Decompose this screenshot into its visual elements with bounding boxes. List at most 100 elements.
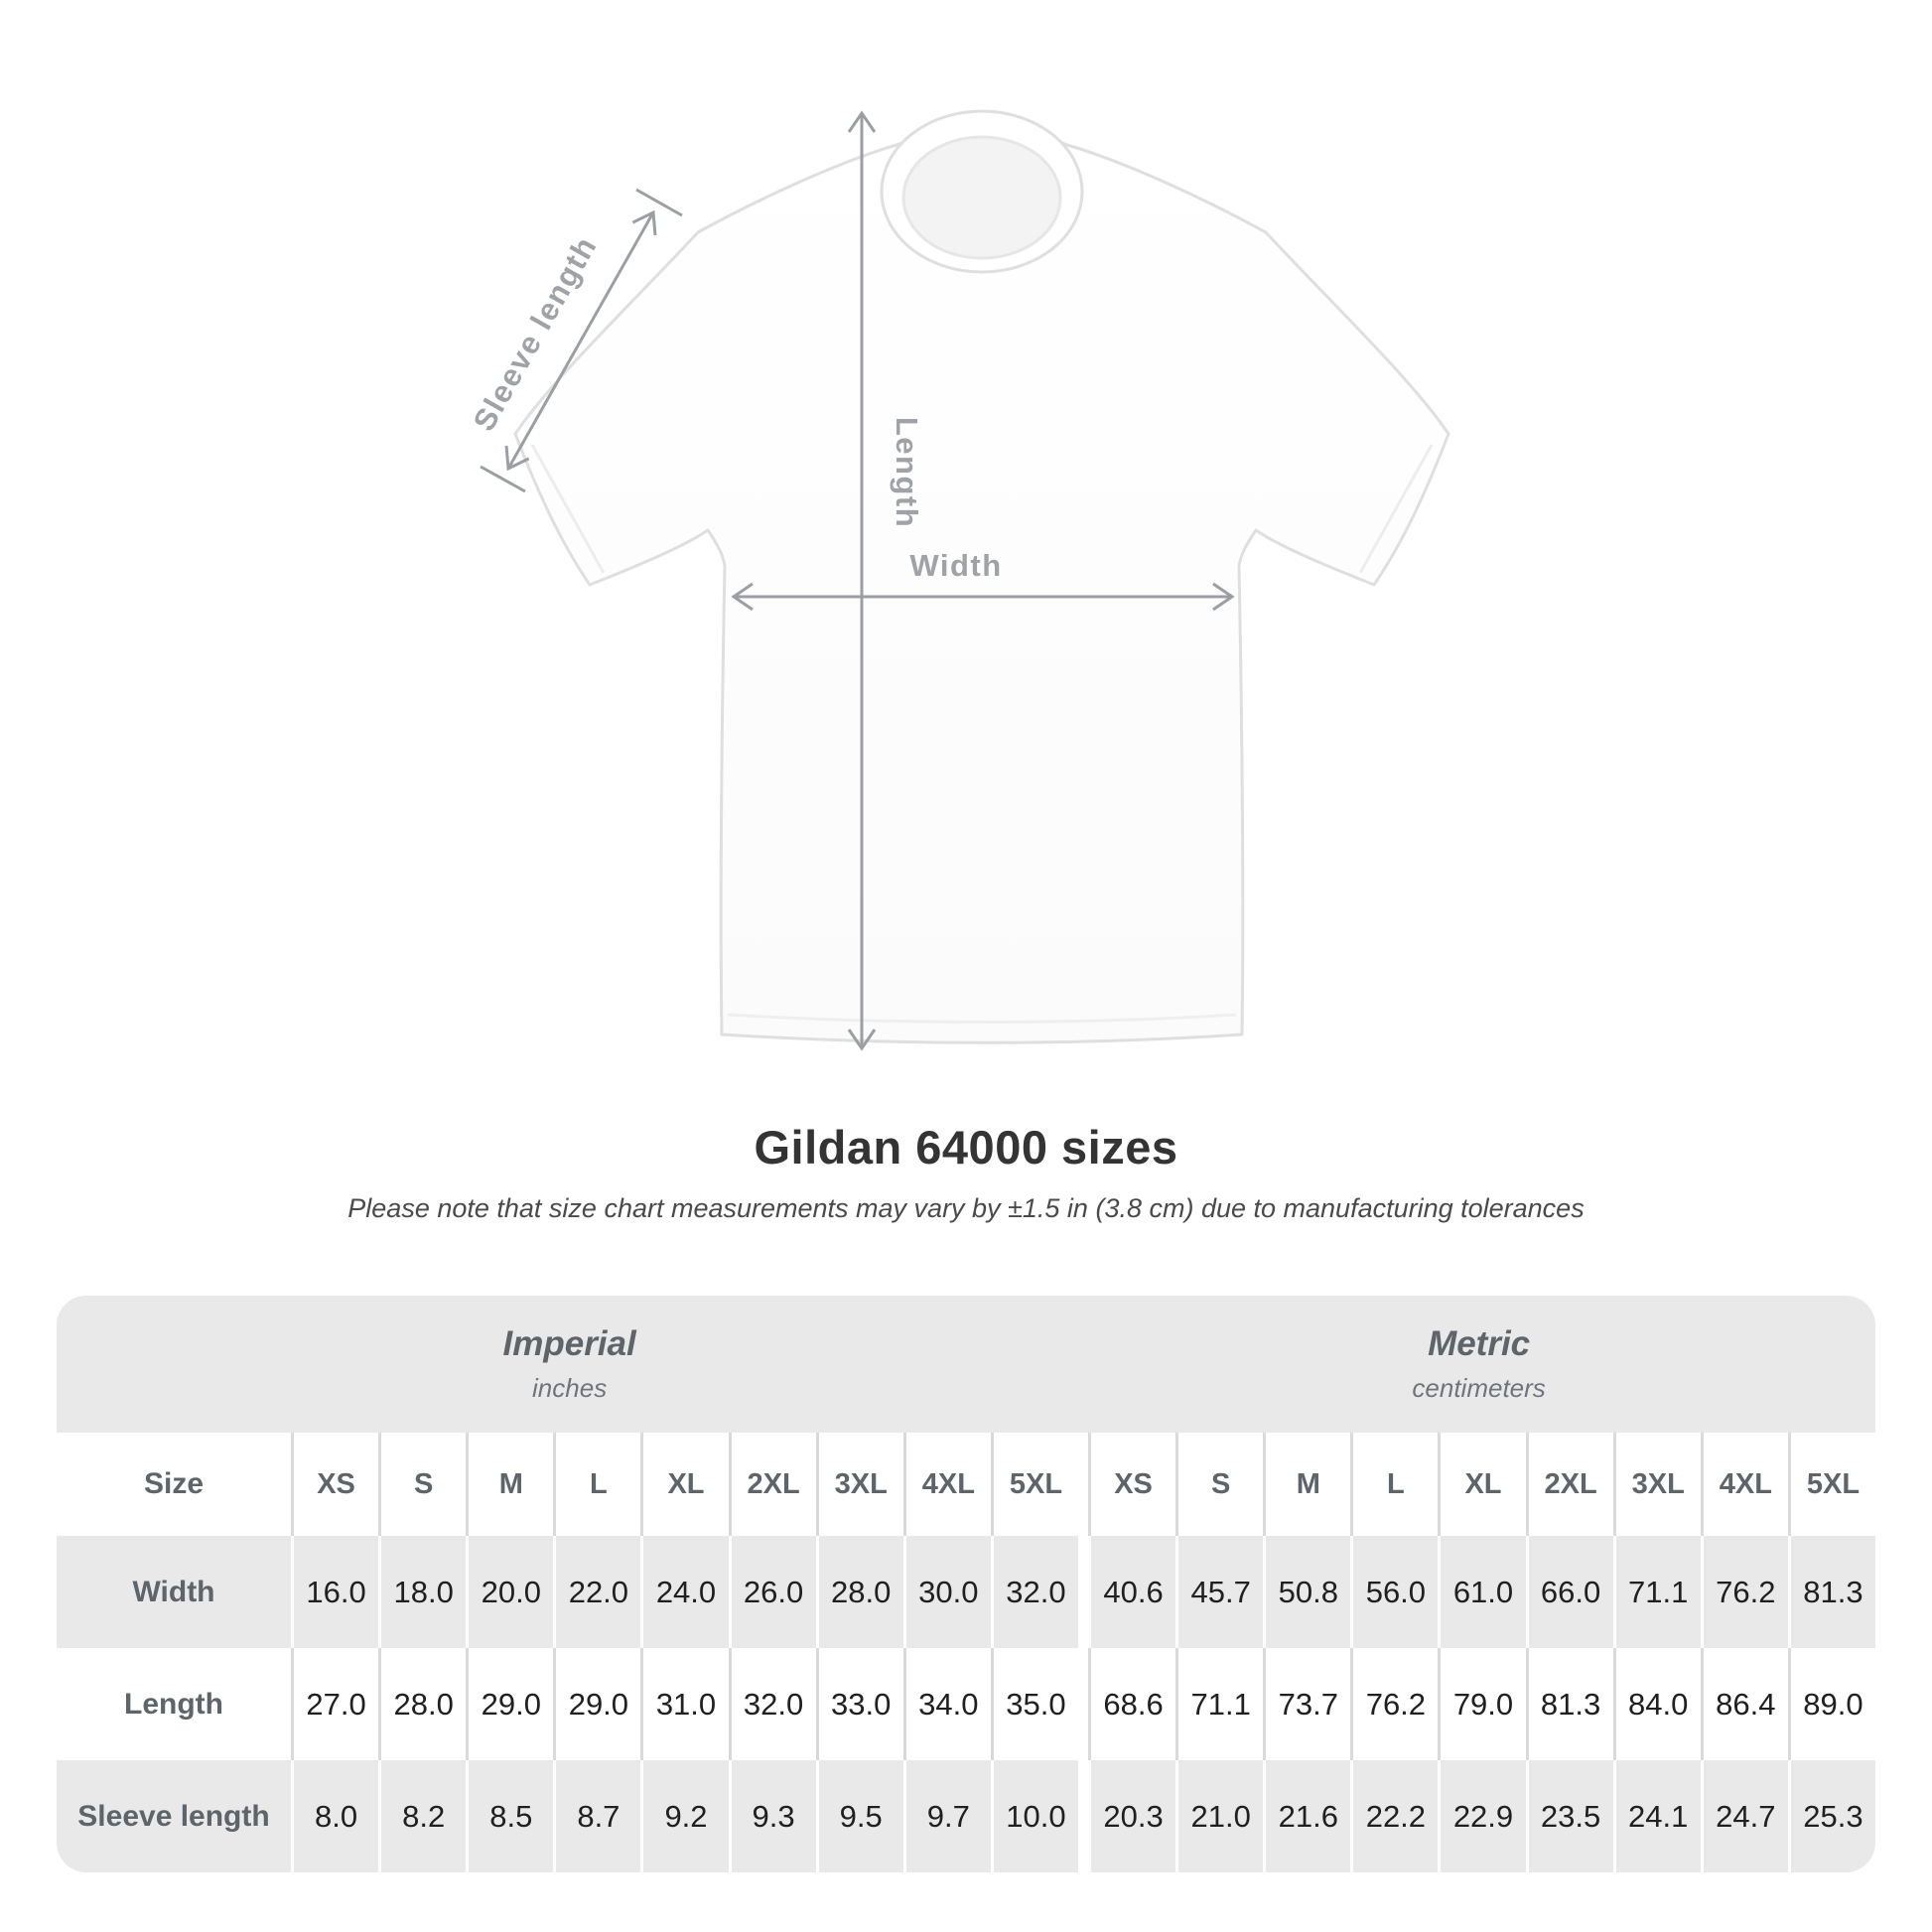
row-label: Width bbox=[57, 1536, 291, 1648]
value-cell: 24.0 bbox=[640, 1536, 729, 1648]
metric-group-header: Metric centimeters bbox=[1082, 1296, 1875, 1433]
size-header-cell: 3XL bbox=[815, 1433, 903, 1536]
length-row: Length 27.0 28.0 29.0 29.0 31.0 32.0 33.0 34.0 35… bbox=[57, 1648, 1875, 1760]
value-cell: 66.0 bbox=[1525, 1536, 1613, 1648]
left-cuff-seam bbox=[530, 444, 606, 574]
value-cell: 25.3 bbox=[1787, 1760, 1875, 1872]
sleeve-extension-tick-bottom bbox=[480, 465, 526, 493]
size-header-cell: XS bbox=[1088, 1433, 1175, 1536]
value-cell: 35.0 bbox=[990, 1648, 1078, 1760]
tshirt-illustration bbox=[513, 109, 1450, 1044]
tshirt-body bbox=[513, 127, 1450, 1044]
value-cell: 89.0 bbox=[1787, 1648, 1875, 1760]
value-cell: 22.9 bbox=[1438, 1760, 1526, 1872]
value-cell: 61.0 bbox=[1438, 1536, 1526, 1648]
size-header-cell: 3XL bbox=[1612, 1433, 1701, 1536]
row-label: Sleeve length bbox=[57, 1760, 291, 1872]
value-cell: 32.0 bbox=[728, 1648, 816, 1760]
size-header-cell: L bbox=[553, 1433, 640, 1536]
sleeve-arrow-line bbox=[506, 211, 655, 470]
value-cell: 21.0 bbox=[1175, 1760, 1264, 1872]
right-cuff-seam bbox=[1358, 444, 1434, 574]
value-cell: 10.0 bbox=[990, 1760, 1078, 1872]
value-cell: 26.0 bbox=[728, 1536, 816, 1648]
size-header-cell: M bbox=[466, 1433, 553, 1536]
value-cell: 27.0 bbox=[291, 1648, 378, 1760]
size-column-header: Size bbox=[143, 1467, 205, 1500]
size-header-cell: M bbox=[1263, 1433, 1350, 1536]
size-header-cell: 5XL bbox=[1787, 1433, 1875, 1536]
value-cell: 73.7 bbox=[1263, 1648, 1350, 1760]
value-cell: 84.0 bbox=[1612, 1648, 1701, 1760]
value-cell: 40.6 bbox=[1088, 1536, 1176, 1648]
size-header-cell: XS bbox=[291, 1433, 378, 1536]
size-header-cell: S bbox=[378, 1433, 466, 1536]
value-cell: 8.2 bbox=[378, 1760, 467, 1872]
group-gap bbox=[1078, 1536, 1088, 1648]
value-cell: 29.0 bbox=[466, 1648, 553, 1760]
value-cell: 9.3 bbox=[728, 1760, 816, 1872]
size-header-cell: 5XL bbox=[990, 1433, 1078, 1536]
value-cell: 30.0 bbox=[902, 1536, 991, 1648]
imperial-group-name: Imperial bbox=[502, 1324, 636, 1363]
group-gap bbox=[1078, 1760, 1088, 1872]
value-cell: 18.0 bbox=[378, 1536, 467, 1648]
value-cell: 21.6 bbox=[1263, 1760, 1351, 1872]
value-cell: 28.0 bbox=[378, 1648, 466, 1760]
value-cell: 20.0 bbox=[466, 1536, 554, 1648]
value-cell: 31.0 bbox=[640, 1648, 728, 1760]
group-gap bbox=[1078, 1648, 1088, 1760]
value-cell: 33.0 bbox=[815, 1648, 903, 1760]
value-cell: 28.0 bbox=[815, 1536, 903, 1648]
value-cell: 50.8 bbox=[1263, 1536, 1351, 1648]
size-header-cell: S bbox=[1175, 1433, 1263, 1536]
value-cell: 22.0 bbox=[553, 1536, 641, 1648]
value-cell: 68.6 bbox=[1088, 1648, 1175, 1760]
value-cell: 9.2 bbox=[640, 1760, 729, 1872]
hem-seam bbox=[727, 1013, 1237, 1024]
row-label: Length bbox=[124, 1687, 223, 1721]
width-arrowhead-left bbox=[731, 582, 754, 612]
value-cell: 34.0 bbox=[902, 1648, 991, 1760]
sleeve-extension-tick-top bbox=[635, 188, 683, 217]
size-header-cell: 4XL bbox=[902, 1433, 991, 1536]
size-table: Imperial inches Metric centimeters Size X… bbox=[57, 1296, 1875, 1872]
sleeve-length-row: Sleeve length 8.0 8.2 8.5 8.7 9.2 9.3 9.5 9.7 10.… bbox=[57, 1760, 1875, 1872]
value-cell: 76.2 bbox=[1350, 1648, 1438, 1760]
value-cell: 20.3 bbox=[1088, 1760, 1176, 1872]
width-arrowhead-right bbox=[1212, 582, 1235, 612]
value-cell: 71.1 bbox=[1175, 1648, 1263, 1760]
value-cell: 9.5 bbox=[815, 1760, 903, 1872]
value-cell: 29.0 bbox=[553, 1648, 640, 1760]
imperial-group-header: Imperial inches bbox=[57, 1296, 1082, 1433]
value-cell: 86.4 bbox=[1700, 1648, 1788, 1760]
sleeve-arrowhead-bottom bbox=[504, 445, 530, 472]
dimension-arrows bbox=[480, 110, 1235, 1051]
width-label: Width bbox=[909, 548, 1002, 583]
size-header-cell: L bbox=[1350, 1433, 1438, 1536]
metric-group-unit: centimeters bbox=[1412, 1373, 1546, 1403]
value-cell: 16.0 bbox=[291, 1536, 379, 1648]
imperial-group-unit: inches bbox=[532, 1373, 608, 1403]
size-header-cell: XL bbox=[640, 1433, 728, 1536]
value-cell: 8.5 bbox=[466, 1760, 554, 1872]
group-gap bbox=[1078, 1433, 1088, 1536]
sleeve-arrowhead-top bbox=[631, 209, 657, 236]
size-header-cell: XL bbox=[1438, 1433, 1525, 1536]
metric-group-name: Metric bbox=[1428, 1324, 1531, 1363]
value-cell: 8.7 bbox=[553, 1760, 641, 1872]
width-row: Width 16.0 18.0 20.0 22.0 24.0 26.0 28.0 30.0 32.… bbox=[57, 1536, 1875, 1648]
unit-group-header: Imperial inches Metric centimeters bbox=[57, 1296, 1875, 1433]
value-cell: 8.0 bbox=[291, 1760, 379, 1872]
tolerance-note: Please note that size chart measurements… bbox=[347, 1193, 1585, 1223]
value-cell: 45.7 bbox=[1175, 1536, 1264, 1648]
tshirt-measurement-diagram: Sleeve length Length Width bbox=[467, 109, 1450, 1051]
value-cell: 76.2 bbox=[1700, 1536, 1788, 1648]
length-label: Length bbox=[890, 417, 924, 528]
length-arrowhead-top bbox=[847, 110, 877, 133]
value-cell: 22.2 bbox=[1350, 1760, 1439, 1872]
collar-inner bbox=[901, 135, 1062, 260]
value-cell: 81.3 bbox=[1787, 1536, 1875, 1648]
size-header-cell: 2XL bbox=[1525, 1433, 1613, 1536]
